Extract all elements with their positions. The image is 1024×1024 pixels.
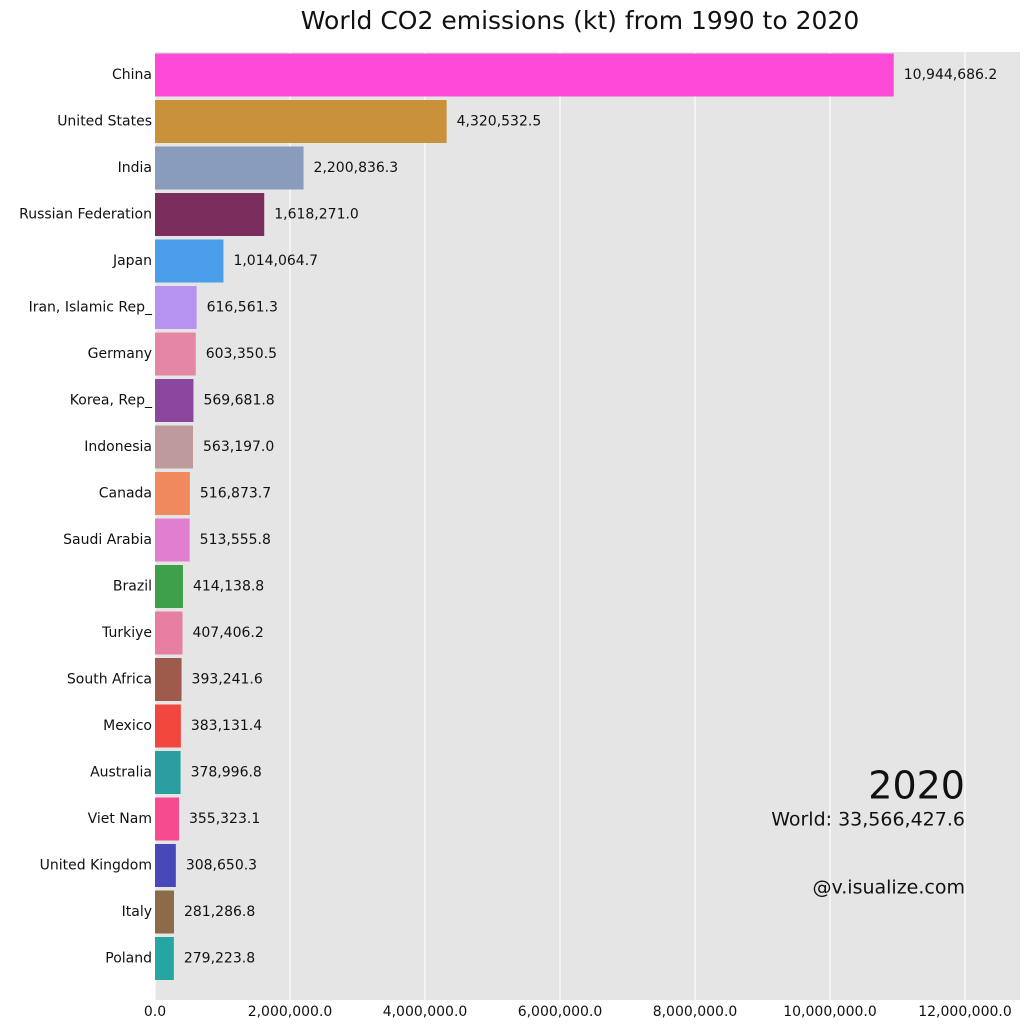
y-tick-label: Korea, Rep_ bbox=[70, 393, 153, 409]
x-tick-label: 2,000,000.0 bbox=[248, 1004, 333, 1020]
bar bbox=[155, 53, 894, 97]
bar bbox=[155, 797, 179, 841]
plot-background bbox=[155, 52, 1020, 1000]
bar bbox=[155, 518, 190, 562]
bar bbox=[155, 425, 194, 469]
value-label: 616,561.3 bbox=[207, 300, 278, 316]
y-tick-label: United States bbox=[57, 114, 152, 130]
y-tick-label: Viet Nam bbox=[88, 811, 152, 827]
bar bbox=[155, 379, 194, 422]
bar bbox=[155, 146, 304, 190]
x-tick-label: 8,000,000.0 bbox=[653, 1004, 738, 1020]
bar bbox=[155, 100, 447, 143]
value-label: 383,131.4 bbox=[191, 718, 262, 734]
bar bbox=[155, 239, 224, 283]
y-tick-label: India bbox=[118, 160, 152, 176]
value-label: 2,200,836.3 bbox=[314, 160, 399, 176]
value-label: 516,873.7 bbox=[200, 486, 271, 502]
bar bbox=[155, 286, 197, 329]
value-label: 569,681.8 bbox=[203, 393, 274, 409]
value-label: 355,323.1 bbox=[189, 811, 260, 827]
value-label: 603,350.5 bbox=[206, 346, 277, 362]
value-label: 308,650.3 bbox=[186, 858, 257, 874]
value-label: 4,320,532.5 bbox=[457, 114, 542, 130]
bar bbox=[155, 937, 174, 980]
y-tick-label: Iran, Islamic Rep_ bbox=[29, 300, 153, 316]
y-tick-label: Mexico bbox=[103, 718, 152, 734]
value-label: 378,996.8 bbox=[191, 765, 262, 781]
credit: @v.isualize.com bbox=[812, 877, 965, 899]
chart-title: World CO2 emissions (kt) from 1990 to 20… bbox=[301, 6, 859, 35]
bar bbox=[155, 751, 181, 794]
x-tick-label: 4,000,000.0 bbox=[383, 1004, 468, 1020]
value-label: 1,618,271.0 bbox=[274, 207, 359, 223]
value-label: 10,944,686.2 bbox=[904, 67, 998, 83]
bar bbox=[155, 565, 183, 608]
year-label: 2020 bbox=[868, 764, 965, 808]
value-label: 279,223.8 bbox=[184, 951, 255, 967]
value-label: 414,138.8 bbox=[193, 579, 264, 595]
value-label: 407,406.2 bbox=[192, 625, 263, 641]
bar bbox=[155, 193, 265, 236]
bar bbox=[155, 611, 183, 655]
x-tick-label: 10,000,000.0 bbox=[783, 1004, 877, 1020]
y-tick-label: Australia bbox=[90, 765, 152, 781]
y-tick-label: South Africa bbox=[67, 672, 152, 688]
value-label: 513,555.8 bbox=[200, 532, 271, 548]
x-tick-label: 6,000,000.0 bbox=[518, 1004, 603, 1020]
value-label: 563,197.0 bbox=[203, 439, 274, 455]
value-label: 281,286.8 bbox=[184, 904, 255, 920]
y-tick-label: Russian Federation bbox=[19, 207, 152, 223]
value-label: 1,014,064.7 bbox=[233, 253, 318, 269]
x-tick-label: 12,000,000.0 bbox=[918, 1004, 1012, 1020]
bar bbox=[155, 472, 190, 515]
x-tick-label: 0.0 bbox=[144, 1004, 166, 1020]
y-tick-label: Italy bbox=[122, 904, 152, 920]
bar bbox=[155, 844, 176, 887]
y-tick-label: China bbox=[112, 67, 152, 83]
world-total: World: 33,566,427.6 bbox=[771, 809, 965, 831]
y-tick-label: United Kingdom bbox=[40, 858, 152, 874]
bar bbox=[155, 704, 181, 748]
y-tick-label: Canada bbox=[99, 486, 152, 502]
value-label: 393,241.6 bbox=[192, 672, 263, 688]
y-tick-label: Indonesia bbox=[84, 439, 152, 455]
y-tick-label: Japan bbox=[112, 253, 152, 269]
grid bbox=[154, 52, 966, 1000]
bar bbox=[155, 890, 174, 934]
y-tick-label: Brazil bbox=[113, 579, 152, 595]
bar bbox=[155, 658, 182, 701]
y-tick-label: Saudi Arabia bbox=[63, 532, 152, 548]
y-tick-label: Turkiye bbox=[101, 625, 152, 641]
y-tick-label: Poland bbox=[105, 951, 152, 967]
bar bbox=[155, 332, 196, 376]
y-tick-label: Germany bbox=[88, 346, 152, 362]
